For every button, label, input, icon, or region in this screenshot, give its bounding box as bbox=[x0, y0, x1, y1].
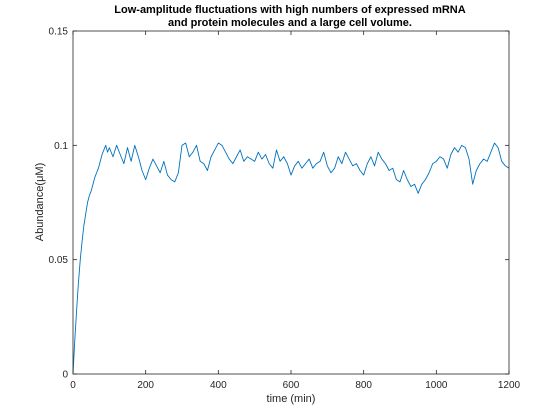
x-tick-label: 400 bbox=[210, 380, 227, 391]
x-tick-label: 200 bbox=[137, 380, 154, 391]
x-axis-label: time (min) bbox=[267, 393, 316, 405]
chart-title-line-2: and protein molecules and a large cell v… bbox=[168, 17, 412, 29]
x-tick-label: 600 bbox=[283, 380, 300, 391]
x-tick-label: 0 bbox=[70, 380, 76, 391]
x-tick-label: 1000 bbox=[425, 380, 448, 391]
y-tick-label: 0 bbox=[62, 370, 68, 381]
plot-area bbox=[73, 31, 509, 374]
y-tick-label: 0.15 bbox=[49, 27, 69, 38]
y-tick-label: 0.05 bbox=[49, 255, 69, 266]
x-tick-label: 800 bbox=[355, 380, 372, 391]
chart-title: Low-amplitude fluctuations with high num… bbox=[114, 4, 465, 29]
y-axis-label: Abundance(μM) bbox=[34, 163, 46, 242]
chart-title-line-1: Low-amplitude fluctuations with high num… bbox=[114, 4, 465, 16]
y-tick-label: 0.1 bbox=[54, 141, 68, 152]
x-tick-label: 1200 bbox=[498, 380, 521, 391]
